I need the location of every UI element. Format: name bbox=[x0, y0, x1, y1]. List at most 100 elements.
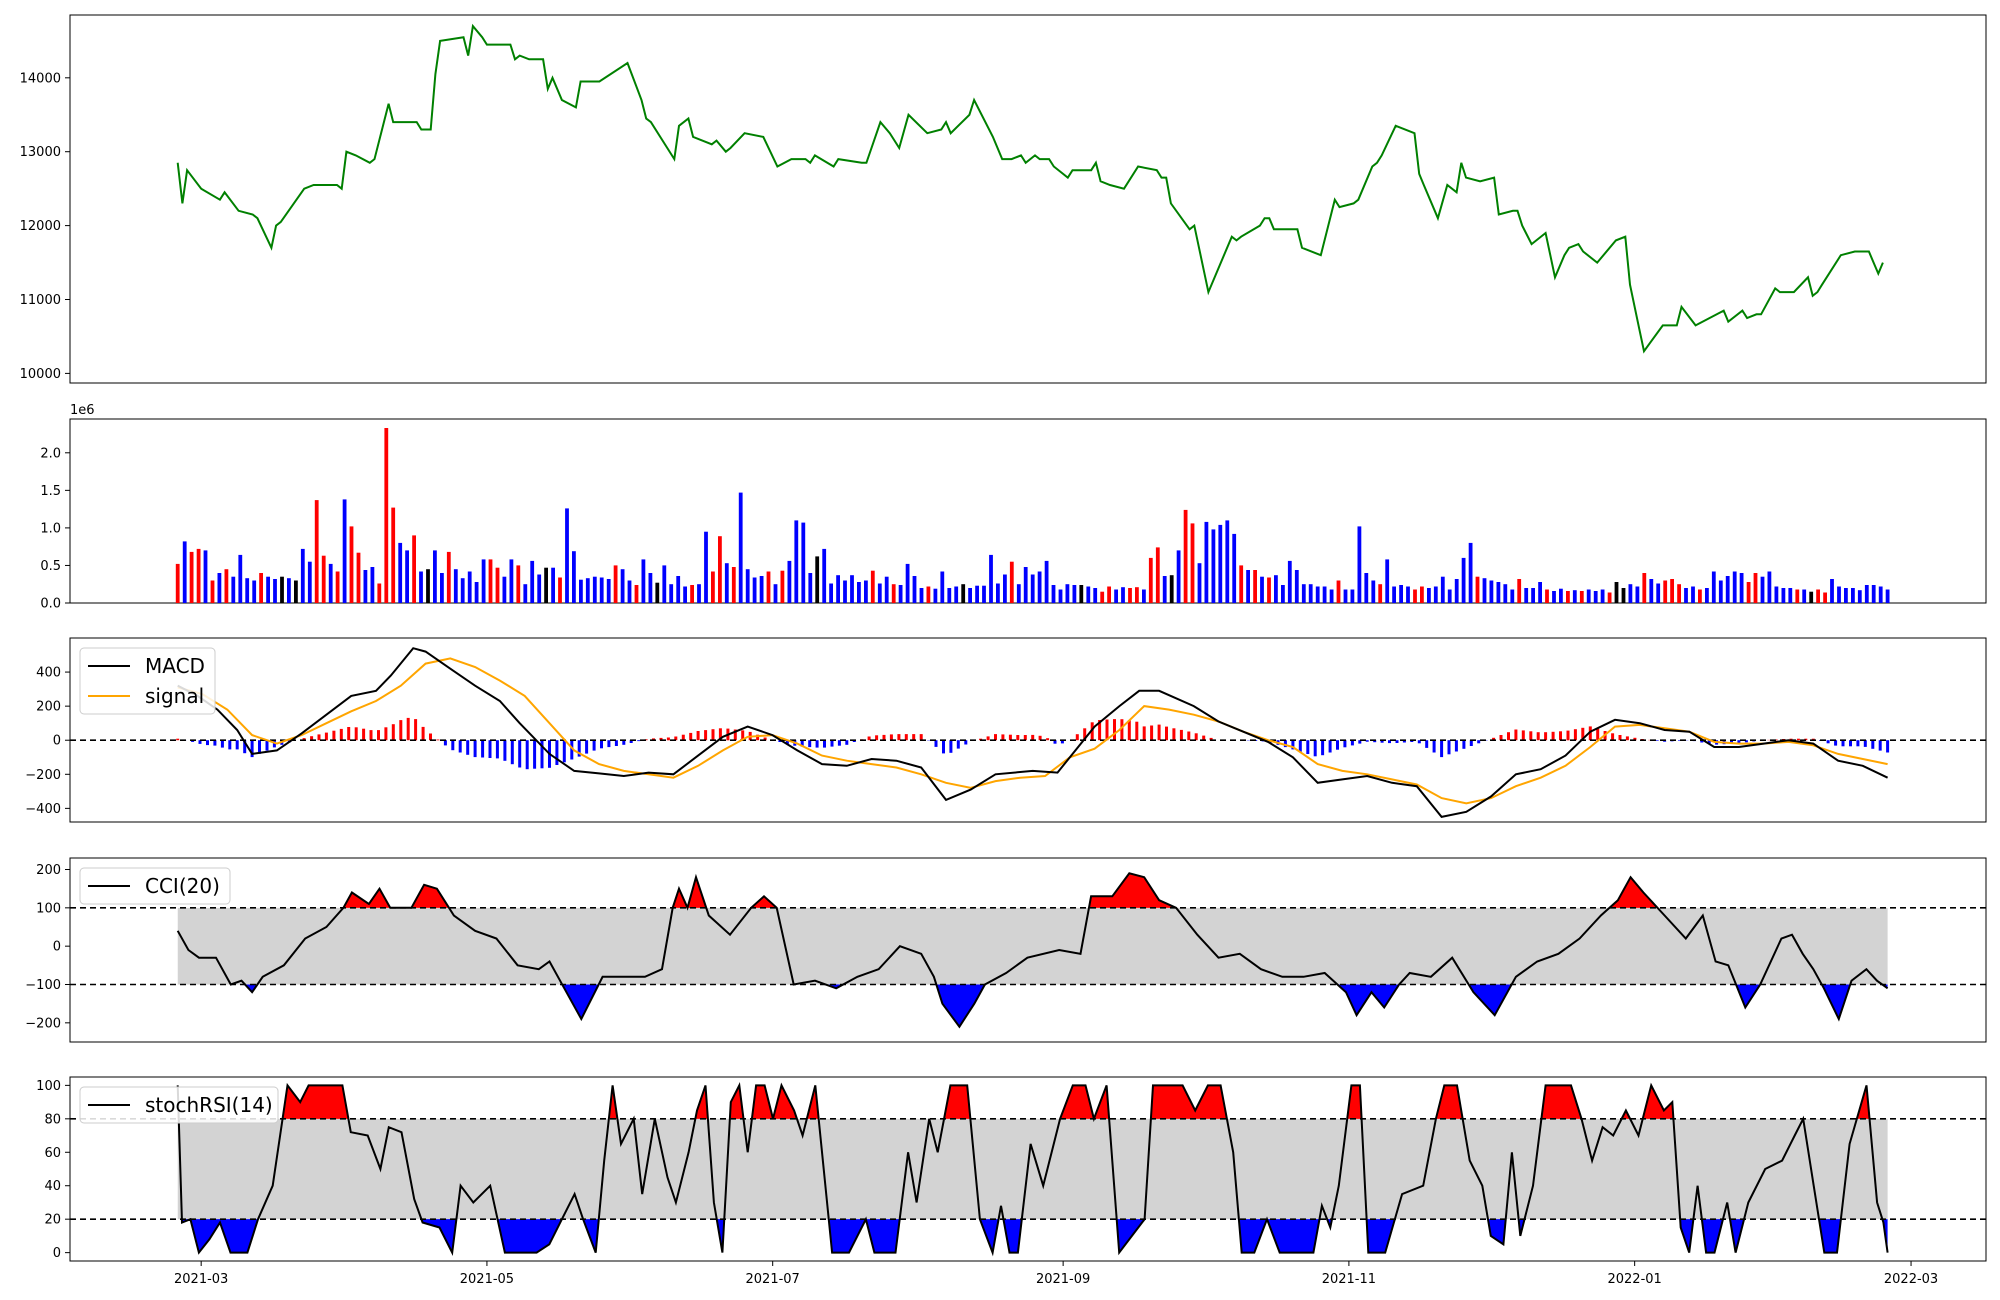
macd-hist-bar bbox=[436, 739, 440, 741]
macd-hist-bar bbox=[1625, 736, 1629, 741]
cci-legend: CCI(20) bbox=[79, 867, 231, 905]
volume-bar bbox=[1385, 559, 1390, 603]
price-panel: 10000 11000 12000 13000 14000 bbox=[20, 14, 1987, 384]
macd-hist-bar bbox=[1306, 740, 1310, 754]
macd-ytick-label: −400 bbox=[25, 802, 61, 817]
volume-bar bbox=[1086, 586, 1091, 603]
macd-hist-bar bbox=[1856, 740, 1860, 747]
volume-bar bbox=[175, 563, 180, 603]
volume-bar bbox=[1579, 591, 1584, 603]
macd-hist-bar bbox=[1016, 735, 1020, 741]
cci-ytick-label: −200 bbox=[25, 1016, 61, 1031]
volume-bar bbox=[1774, 586, 1779, 603]
macd-hist-bar bbox=[1321, 740, 1325, 756]
cci-oversold-fill bbox=[1821, 984, 1851, 1019]
stochrsi-overbought-fill bbox=[1060, 1085, 1094, 1119]
volume-bar bbox=[1148, 557, 1153, 603]
volume-bar bbox=[488, 559, 493, 603]
macd-hist-bar bbox=[637, 740, 641, 742]
macd-hist-bar bbox=[1209, 737, 1213, 741]
macd-hist-bar bbox=[659, 737, 663, 741]
volume-bar bbox=[412, 535, 416, 603]
volume-bar bbox=[1531, 588, 1535, 603]
volume-bar bbox=[773, 584, 778, 603]
macd-hist-bar bbox=[421, 726, 425, 741]
volume-bar bbox=[1211, 529, 1216, 603]
date-axis: 2021-03 2021-05 2021-07 2021-09 2021-11 2022-… bbox=[174, 1261, 1938, 1287]
macd-hist-bar bbox=[815, 740, 819, 748]
cci-frame bbox=[69, 857, 1987, 1043]
volume-bar bbox=[1350, 589, 1355, 603]
volume-bar bbox=[1371, 580, 1376, 603]
macd-hist-bar bbox=[1521, 730, 1525, 741]
volume-bar bbox=[683, 586, 687, 603]
stochrsi-ytick-label: 0 bbox=[53, 1246, 61, 1261]
stochrsi-legend-label: stochRSI(14) bbox=[145, 1093, 273, 1117]
macd-hist-bar bbox=[1157, 724, 1161, 741]
volume-bar bbox=[1864, 585, 1869, 603]
signal-legend-label: signal bbox=[145, 684, 204, 708]
volume-bar bbox=[1816, 589, 1820, 603]
macd-hist-bar bbox=[644, 739, 648, 741]
volume-bar bbox=[1837, 586, 1841, 603]
stochrsi-oversold-fill bbox=[828, 1219, 866, 1253]
macd-hist-bar bbox=[354, 727, 358, 741]
volume-bar bbox=[391, 507, 396, 603]
volume-bar bbox=[808, 573, 813, 603]
volume-bar bbox=[1392, 586, 1396, 603]
macd-hist-bar bbox=[1432, 740, 1436, 753]
macd-hist-bar bbox=[1031, 734, 1035, 741]
macd-hist-bar bbox=[652, 738, 655, 741]
volume-bar bbox=[1413, 589, 1417, 603]
macd-hist-bar bbox=[1849, 740, 1852, 747]
macd-hist-bar bbox=[1202, 735, 1206, 741]
macd-hist-bar bbox=[265, 740, 269, 751]
macd-hist-bar bbox=[1507, 732, 1510, 741]
volume-bar bbox=[641, 559, 646, 603]
volume-bar bbox=[1253, 570, 1257, 603]
macd-hist-bar bbox=[823, 740, 826, 748]
volume-bar bbox=[1844, 588, 1848, 603]
macd-hist-bar bbox=[1373, 740, 1377, 743]
macd-hist-bar bbox=[1402, 740, 1406, 743]
volume-bar bbox=[356, 552, 361, 603]
macd-hist-bar bbox=[718, 728, 722, 741]
volume-bar bbox=[1871, 585, 1876, 603]
volume-bar bbox=[1586, 589, 1591, 603]
macd-hist-bar bbox=[785, 740, 789, 744]
volume-bar bbox=[328, 563, 333, 603]
volume-bar bbox=[405, 550, 409, 603]
macd-hist-bar bbox=[1417, 740, 1421, 744]
volume-bar bbox=[203, 550, 208, 603]
price-ytick-label: 11000 bbox=[20, 293, 61, 308]
volume-bar bbox=[307, 561, 312, 603]
macd-hist-bar bbox=[1878, 740, 1882, 751]
volume-bar bbox=[460, 578, 465, 603]
stochrsi-overbought-fill bbox=[1642, 1085, 1674, 1119]
volume-bar bbox=[690, 585, 694, 603]
volume-bar bbox=[1162, 576, 1167, 603]
volume-bar bbox=[1274, 575, 1278, 603]
volume-bar bbox=[954, 586, 959, 603]
macd-hist-bar bbox=[1886, 740, 1890, 753]
volume-bar bbox=[1287, 560, 1292, 603]
stochrsi-ytick-label: 100 bbox=[36, 1079, 61, 1094]
macd-hist-bar bbox=[1834, 740, 1838, 746]
macd-hist-bar bbox=[191, 740, 195, 742]
macd-hist-bar bbox=[339, 728, 343, 741]
volume-bar bbox=[189, 551, 194, 603]
volume-bar bbox=[1538, 582, 1542, 603]
macd-hist-bar bbox=[934, 740, 938, 747]
volume-bar bbox=[1023, 567, 1028, 603]
volume-bar bbox=[446, 551, 451, 603]
volume-bar bbox=[1489, 580, 1494, 603]
volume-bar bbox=[655, 582, 660, 603]
volume-bar bbox=[1857, 590, 1862, 603]
volume-bar bbox=[1315, 586, 1320, 603]
volume-bar bbox=[1308, 584, 1313, 603]
macd-hist-bar bbox=[1581, 727, 1585, 741]
macd-hist-bar bbox=[473, 740, 477, 758]
macd-hist-bar bbox=[1774, 739, 1778, 741]
stochrsi-legend-box bbox=[79, 1086, 279, 1124]
macd-hist-bar bbox=[1514, 729, 1518, 741]
